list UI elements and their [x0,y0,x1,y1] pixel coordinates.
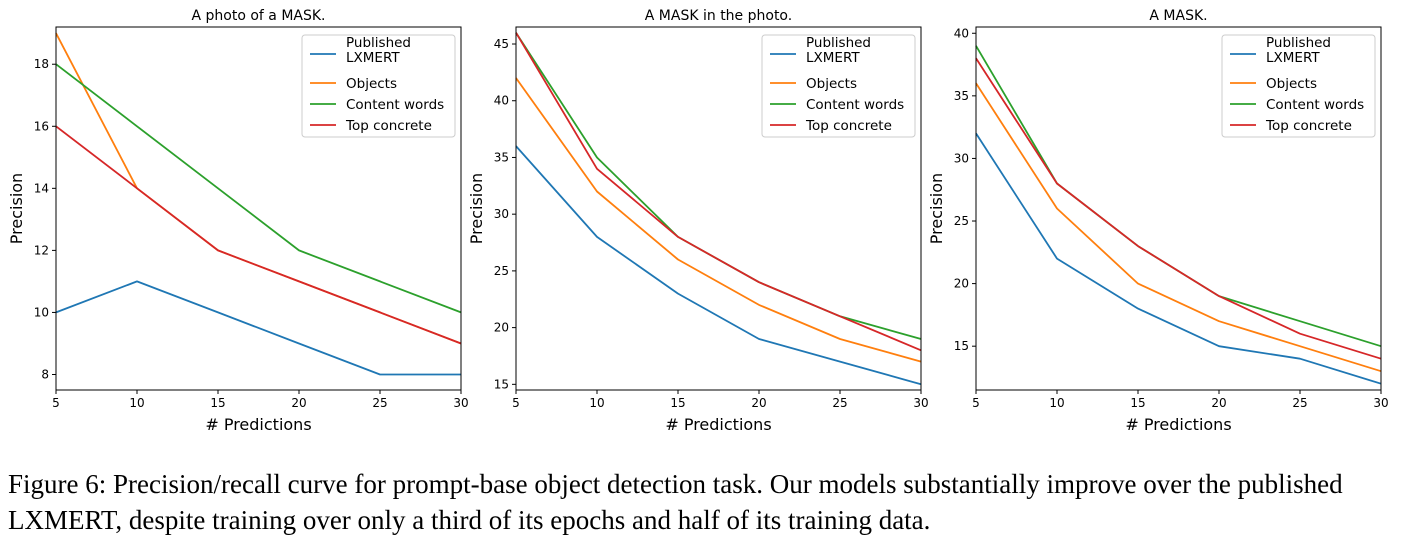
x-tick-label: 20 [751,396,766,410]
figure-panels: 5 10 15 20 25 30 8 10 12 14 16 18 A photo of a MASK.… [7,8,1389,434]
legend-box [301,34,456,138]
legend-label-3: Content words [1266,97,1364,113]
x-tick-label: 30 [453,396,468,410]
y-tick-label: 18 [34,57,49,71]
series-line-2 [515,77,922,363]
chart-title: A MASK in the photo. [645,8,792,24]
x-tick-label: 25 [372,396,387,410]
chart-panel-3: 5 10 15 20 25 30 15 20 25 30 35 40 A MASK. # Predicti… [927,8,1389,434]
legend-label-1: Published LXMERT [1266,35,1331,66]
legend-label-4: Top concrete [805,118,892,134]
legend: Published LXMERT Objects Content words Top c… [761,34,916,138]
series-line-4 [975,57,1382,360]
series-line-1 [975,132,1382,385]
series-line-4 [55,125,462,345]
x-tick-label: 25 [1292,396,1307,410]
legend-label-4: Top concrete [1265,118,1352,134]
x-tick-label: 20 [1211,396,1226,410]
y-tick-label: 25 [494,264,509,278]
x-axis-label: # Predictions [665,415,771,434]
legend-label-3: Content words [806,97,904,113]
legend-label-3: Content words [346,97,444,113]
legend-label-1: Published LXMERT [806,35,871,66]
series-line-2 [975,82,1382,373]
legend-label-2: Objects [806,76,857,92]
y-tick-label: 15 [954,339,969,353]
x-tick-label: 15 [1130,396,1145,410]
y-tick-label: 8 [41,367,49,381]
y-tick-label: 12 [34,243,49,257]
series-line-4 [515,32,922,352]
x-tick-label: 15 [670,396,685,410]
y-tick-label: 20 [494,321,509,335]
y-axis-label: Precision [927,173,946,244]
legend-box [1221,34,1376,138]
legend-label-1: Published LXMERT [346,35,411,66]
legend-label-2: Objects [1266,76,1317,92]
y-axis-label: Precision [467,173,486,244]
x-tick-label: 30 [1373,396,1388,410]
y-tick-label: 40 [494,94,509,108]
figure-caption: Figure 6: Precision/recall curve for pro… [8,469,1343,535]
x-tick-label: 25 [832,396,847,410]
x-axis-label: # Predictions [205,415,311,434]
series-line-1 [55,280,461,376]
y-tick-label: 30 [954,151,969,165]
chart-panel-1: 5 10 15 20 25 30 8 10 12 14 16 18 A photo of a MASK.… [7,8,469,434]
y-tick-label: 35 [954,89,969,103]
x-tick-label: 10 [589,396,604,410]
series-line-1 [515,145,922,386]
legend: Published LXMERT Objects Content words Top c… [301,34,456,138]
x-tick-label: 10 [129,396,144,410]
y-tick-label: 15 [494,377,509,391]
series-line-3 [55,63,462,314]
legend-label-2: Objects [346,76,397,92]
chart-panel-2: 5 10 15 20 25 30 15 20 25 30 35 40 45 A MASK in the p… [467,8,929,434]
y-tick-label: 14 [34,181,49,195]
chart-title: A MASK. [1149,8,1207,24]
x-tick-label: 5 [972,396,980,410]
x-tick-label: 15 [210,396,225,410]
legend: Published LXMERT Objects Content words Top c… [1221,34,1376,138]
legend-box [761,34,916,138]
y-tick-label: 10 [34,305,49,319]
axes-frame [515,26,922,391]
y-axis-label: Precision [7,173,26,244]
x-tick-label: 10 [1049,396,1064,410]
x-tick-label: 20 [291,396,306,410]
y-tick-label: 16 [34,119,49,133]
y-tick-label: 40 [954,26,969,40]
axes-frame [55,26,462,391]
axes-frame [975,26,1382,391]
y-tick-label: 30 [494,207,509,221]
y-tick-label: 20 [954,277,969,291]
chart-title: A photo of a MASK. [191,8,325,24]
x-tick-label: 5 [52,396,60,410]
y-tick-label: 25 [954,214,969,228]
legend-label-4: Top concrete [345,118,432,134]
y-tick-label: 45 [494,37,509,51]
y-tick-label: 35 [494,150,509,164]
x-tick-label: 5 [512,396,520,410]
x-axis-label: # Predictions [1125,415,1231,434]
x-tick-label: 30 [913,396,928,410]
